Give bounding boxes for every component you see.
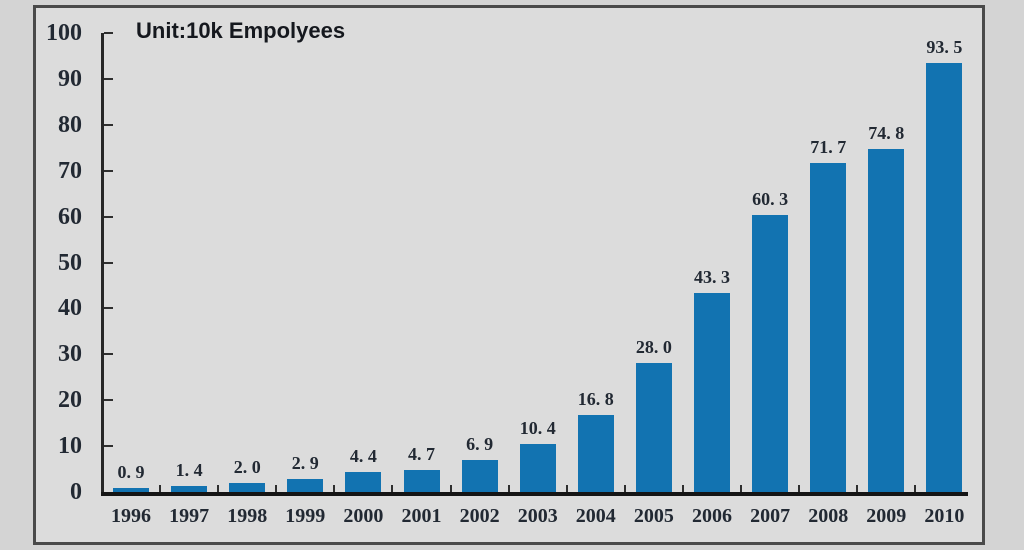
x-category-label: 1997	[169, 505, 210, 527]
chart-frame: Unit:10k Empolyees 0 10 20 30 40 50 60 70 80 90 10…	[33, 5, 985, 545]
bar	[577, 414, 614, 492]
bar	[635, 363, 672, 492]
x-category-label: 2007	[750, 505, 791, 527]
x-category-label: 1999	[285, 505, 326, 527]
bar	[113, 487, 149, 492]
bar-value-label: 74. 8	[868, 122, 905, 143]
bar-value-label: 60. 3	[752, 189, 789, 210]
x-tick	[217, 485, 220, 492]
bar-value-label: 43. 3	[694, 267, 730, 288]
x-tick	[159, 485, 162, 492]
x-tick	[623, 485, 626, 492]
y-tick	[104, 32, 113, 34]
x-tick	[507, 485, 510, 492]
y-tick-label: 100	[46, 20, 82, 46]
x-category-label: 2010	[924, 505, 965, 527]
bar	[810, 162, 847, 492]
x-tick	[856, 485, 859, 492]
y-tick-label: 0	[70, 479, 82, 505]
chart-title: Unit:10k Empolyees	[136, 18, 346, 43]
x-tick	[914, 485, 917, 492]
y-tick-label: 60	[58, 203, 82, 230]
x-tick	[681, 485, 684, 492]
bar-value-label: 6. 9	[466, 434, 494, 455]
x-tick	[798, 485, 801, 492]
y-tick	[104, 123, 113, 126]
x-category-label: 2008	[808, 505, 849, 527]
y-tick	[104, 261, 113, 264]
bar-value-label: 1. 4	[175, 459, 203, 480]
x-category-label: 2003	[517, 505, 558, 527]
bar	[403, 470, 440, 492]
bar	[868, 148, 905, 492]
y-tick	[104, 307, 113, 310]
bar	[461, 460, 498, 492]
y-tick	[104, 169, 113, 172]
x-tick	[740, 485, 743, 492]
bar	[519, 444, 556, 492]
y-tick-label: 30	[58, 341, 82, 368]
bar-value-label: 10. 4	[519, 418, 556, 439]
x-tick	[391, 485, 394, 492]
y-tick	[104, 215, 113, 218]
x-category-label: 2005	[633, 505, 674, 527]
x-category-label: 2004	[575, 505, 616, 527]
x-tick	[333, 485, 336, 492]
bar-value-label: 28. 0	[635, 337, 672, 358]
bar-value-label: 93. 5	[926, 36, 963, 57]
bar-value-label: 4. 4	[349, 445, 377, 466]
bar-value-label: 4. 7	[408, 444, 435, 465]
y-tick-label: 80	[58, 111, 82, 138]
bar	[229, 482, 266, 492]
y-tick-label: 50	[58, 249, 82, 276]
bar	[287, 478, 324, 492]
y-tick-label: 40	[58, 295, 82, 322]
bar-value-label: 2. 0	[233, 456, 261, 477]
bar-value-label: 71. 7	[810, 136, 847, 157]
x-category-label: 2001	[401, 505, 442, 527]
y-tick	[104, 399, 113, 402]
x-tick	[565, 485, 568, 492]
x-tick	[449, 485, 452, 492]
y-tick-label: 20	[58, 387, 82, 414]
bar	[752, 215, 789, 492]
bar-value-label: 16. 8	[577, 388, 614, 409]
y-tick	[104, 353, 113, 356]
y-tick-label: 70	[58, 157, 82, 184]
y-axis	[101, 33, 104, 496]
x-category-label: 2002	[459, 505, 500, 527]
bar	[171, 485, 208, 492]
bar-value-label: 0. 9	[117, 461, 145, 482]
x-category-label: 2009	[866, 505, 907, 527]
y-tick-label: 10	[58, 433, 82, 460]
y-tick	[104, 77, 113, 80]
x-category-label: 2000	[343, 505, 384, 527]
x-category-label: 1996	[111, 505, 151, 527]
x-category-label: 1998	[227, 505, 268, 527]
bar	[926, 62, 963, 492]
x-category-label: 2006	[692, 505, 732, 527]
bar	[345, 471, 382, 492]
bar-value-label: 2. 9	[291, 452, 319, 473]
y-tick	[104, 445, 113, 448]
x-axis	[101, 492, 968, 496]
y-tick-label: 90	[58, 65, 82, 92]
x-tick	[275, 485, 278, 492]
bar	[694, 293, 730, 492]
